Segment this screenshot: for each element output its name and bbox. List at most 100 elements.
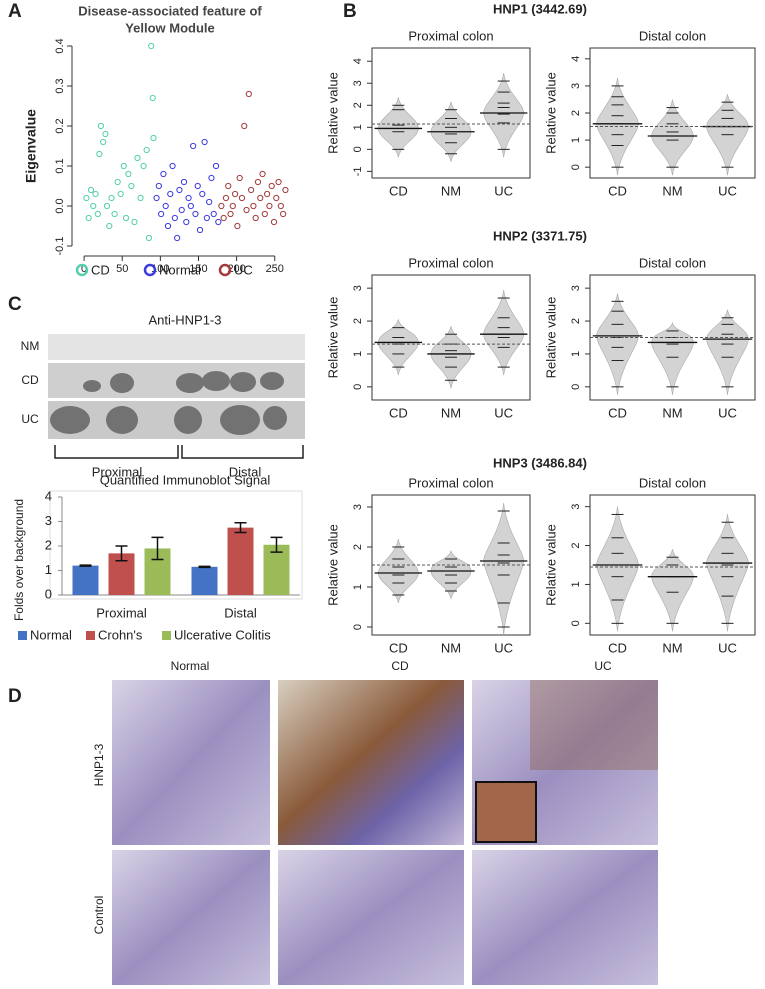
panel-label: D <box>8 686 22 707</box>
bar <box>263 544 290 595</box>
bean <box>706 514 749 632</box>
point <box>273 194 280 202</box>
micrograph-column-label: Normal <box>171 659 210 673</box>
y-axis-label: Relative value <box>543 524 558 606</box>
micrograph-column-label: UC <box>594 659 612 673</box>
point <box>96 150 103 158</box>
y-tick-label: 3 <box>570 504 582 510</box>
point <box>171 214 178 222</box>
x-tick-label: UC <box>494 640 513 655</box>
point <box>160 170 167 178</box>
point <box>234 222 241 230</box>
y-tick-label: 3 <box>570 83 582 89</box>
bean <box>596 506 639 632</box>
bean <box>378 538 419 604</box>
y-axis-label: Folds over background <box>12 499 26 621</box>
x-tick-label: Proximal <box>96 605 147 620</box>
chart-title: Proximal colon <box>408 28 493 43</box>
bean <box>483 502 524 636</box>
legend-marker <box>218 263 232 277</box>
point <box>114 178 121 186</box>
chart-title: Yellow Module <box>125 20 215 35</box>
y-tick-label: 4 <box>352 58 364 64</box>
blot-row-label: CD <box>21 373 39 387</box>
chart-title: Quantified Immunoblot Signal <box>100 472 271 487</box>
bean <box>651 99 694 176</box>
micrograph <box>278 850 464 985</box>
x-tick-label: CD <box>608 405 627 420</box>
y-axis-label: Relative value <box>325 524 340 606</box>
y-tick-label: 0.3 <box>54 78 66 93</box>
micrograph <box>112 680 270 845</box>
point <box>185 194 192 202</box>
chart-title: Distal colon <box>639 475 706 490</box>
micrograph <box>278 680 464 845</box>
point <box>87 186 95 194</box>
legend-swatch <box>86 631 95 640</box>
blot-lane <box>48 334 305 360</box>
point <box>134 154 141 162</box>
point <box>83 194 90 202</box>
y-axis-label: Relative value <box>325 297 340 379</box>
y-axis-label: Relative value <box>543 72 558 154</box>
y-tick-label: 0.4 <box>54 38 66 53</box>
point <box>208 174 215 182</box>
point <box>145 234 153 242</box>
legend-label: Crohn's <box>98 627 143 642</box>
y-tick-label: 0.1 <box>54 158 66 173</box>
plot-frame <box>589 494 756 636</box>
point <box>196 226 204 234</box>
y-tick-label: 0 <box>570 620 582 626</box>
gene-header: HNP2 (3371.75) <box>493 228 587 243</box>
blot-bands <box>50 371 287 435</box>
bean <box>483 73 524 158</box>
point <box>122 214 130 222</box>
error-bar <box>151 536 164 561</box>
plot-frame <box>371 47 531 179</box>
y-tick-label: 0 <box>352 146 364 152</box>
error-bar <box>115 545 128 562</box>
x-tick-label: NM <box>441 183 461 198</box>
x-tick-label: NM <box>441 640 461 655</box>
point <box>120 162 127 170</box>
legend-label: CD <box>91 262 110 277</box>
point <box>254 178 262 186</box>
point <box>261 210 268 218</box>
point <box>229 202 236 210</box>
plot-frame <box>371 274 531 401</box>
point <box>280 210 287 218</box>
y-tick-label: 2 <box>352 102 364 108</box>
point <box>162 202 169 210</box>
legend-swatch <box>162 631 171 640</box>
bean <box>651 321 694 395</box>
point <box>167 190 174 198</box>
point <box>128 182 135 190</box>
y-tick-label: 1 <box>45 562 52 577</box>
legend-label: UC <box>234 262 253 277</box>
point <box>231 190 239 198</box>
micrograph-row-label: Control <box>92 896 106 935</box>
point <box>250 202 257 210</box>
point <box>155 182 162 190</box>
blot-row-label: UC <box>21 412 39 426</box>
y-tick-label: 2 <box>45 537 52 552</box>
y-axis-label: Eigenvalue <box>23 109 39 183</box>
point <box>180 178 188 186</box>
point <box>192 210 199 218</box>
bar <box>191 566 218 595</box>
point <box>106 222 113 230</box>
point <box>153 194 160 202</box>
micrograph <box>472 850 658 985</box>
chart-title: Proximal colon <box>408 255 493 270</box>
y-tick-label: 0 <box>570 384 582 390</box>
x-tick-label: UC <box>718 405 737 420</box>
y-tick-label: 2 <box>352 544 364 550</box>
micrograph-column-label: CD <box>391 659 409 673</box>
point <box>218 202 225 210</box>
point <box>102 130 109 138</box>
x-tick-label: CD <box>608 640 627 655</box>
point <box>199 190 206 198</box>
micrographs: Normal CD UC HNP1-3 Control <box>92 659 658 985</box>
legend-swatch <box>18 631 27 640</box>
point <box>103 202 111 210</box>
